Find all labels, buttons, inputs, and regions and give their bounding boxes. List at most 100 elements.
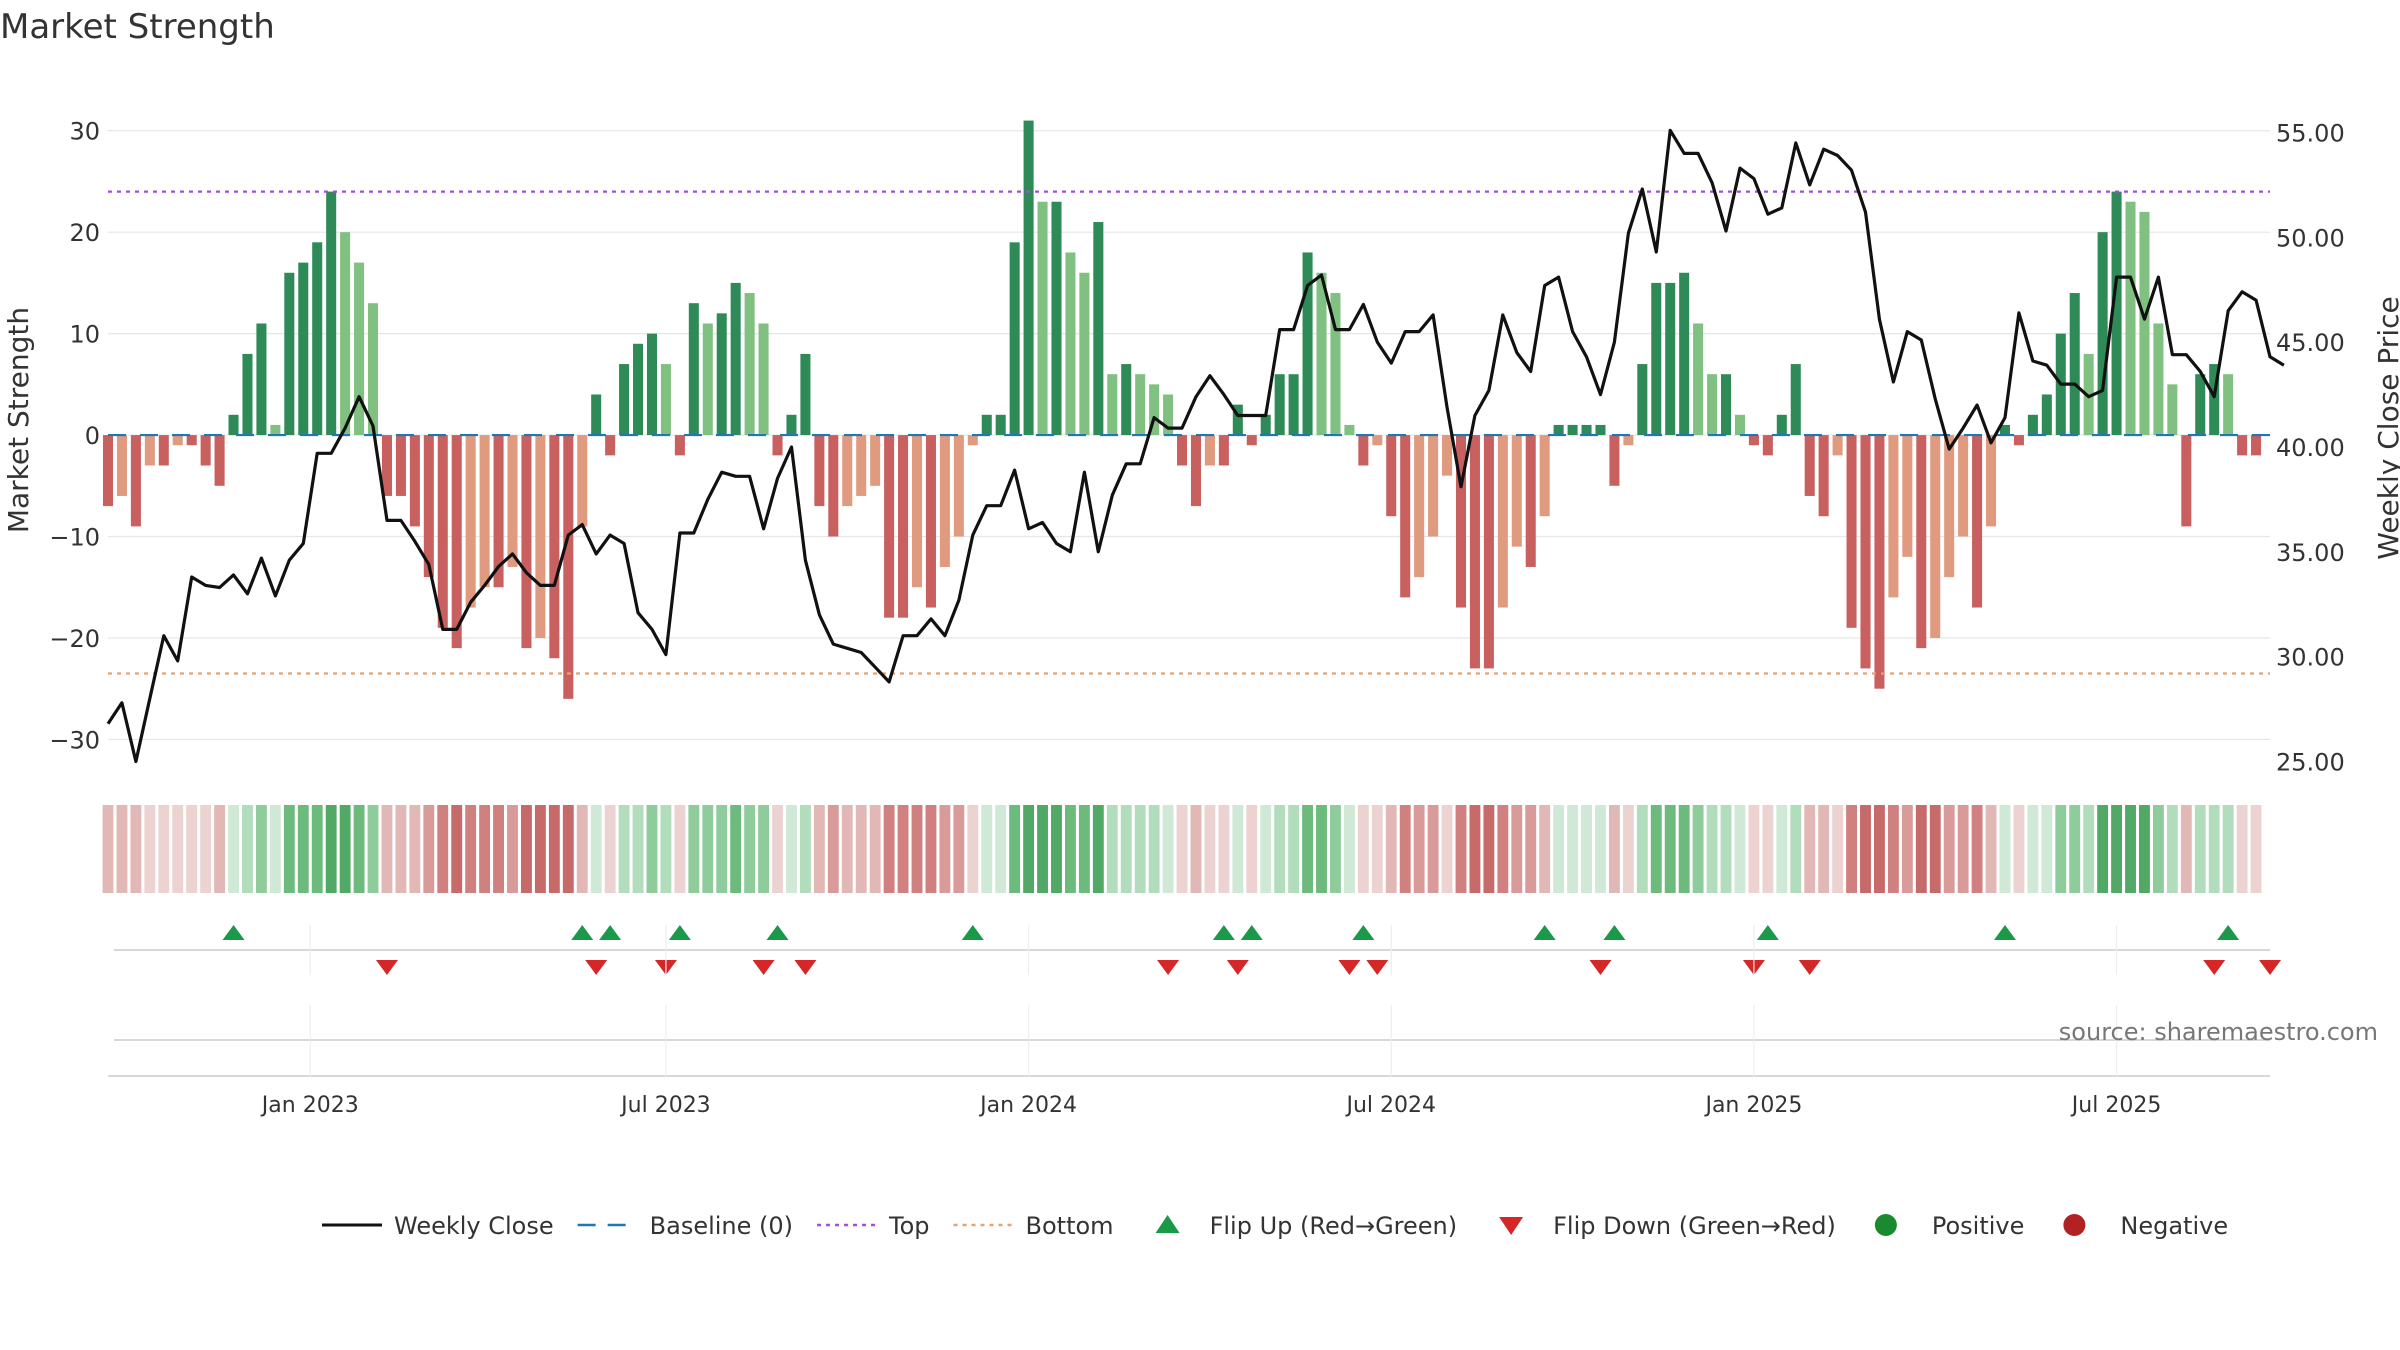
intensity-cell [813,805,825,893]
intensity-cell [2083,805,2095,893]
right-tick-label: 45.00 [2276,329,2345,357]
flip-down-marker [752,960,775,975]
strength-bar [102,435,114,507]
strength-bar [1916,435,1927,649]
intensity-cell [1790,805,1802,893]
intensity-cell [1106,805,1118,893]
strength-bar [521,435,532,649]
strength-bar [1093,222,1104,436]
strength-bar [1190,435,1201,507]
strength-bar [1986,435,1997,527]
flip-markers [114,925,2281,975]
flip-down-marker [1157,960,1180,975]
strength-bar [535,435,546,638]
intensity-cell [451,805,463,893]
intensity-cell [1232,805,1244,893]
flip-up-marker [222,925,245,940]
intensity-cell [2097,805,2109,893]
legend-label: Bottom [1026,1212,1114,1240]
strength-bar [814,435,825,507]
strength-bar [1860,435,1871,669]
intensity-cell [1846,805,1857,893]
strength-bar [172,435,183,446]
intensity-cell [158,805,170,893]
strength-bar [939,435,950,567]
weekly-close-line [106,128,2285,764]
strength-bar [1358,435,1369,466]
weekly-close-line-group [106,128,2285,764]
intensity-cell [1734,805,1746,893]
strength-bar [1428,435,1439,537]
strength-bar [507,435,518,567]
right-tick-label: 50.00 [2276,224,2345,252]
strength-bar [256,323,267,436]
strength-bar [967,435,978,446]
right-tick-label: 25.00 [2276,749,2345,777]
strength-bar [591,394,602,436]
strength-bar [1511,435,1522,547]
strength-bar [1316,272,1327,436]
legend-item: Flip Down (Green→Red) [1499,1212,1836,1240]
intensity-cell [1664,805,1676,893]
strength-bar [1776,414,1787,436]
intensity-cell [1999,805,2011,893]
strength-bar [367,303,379,436]
intensity-cell [186,805,198,893]
intensity-cell [367,805,379,893]
strength-bar [1804,435,1815,496]
intensity-cell [1092,805,1104,893]
intensity-cell [423,805,435,893]
flip-up-marker [1993,925,2016,940]
strength-bar [744,293,755,436]
intensity-cell [2236,805,2248,893]
strength-bar [2111,191,2122,436]
strength-bar [1637,364,1648,436]
strength-bar [1832,435,1843,456]
flip-up-marker [766,925,789,940]
strength-bar [451,435,462,649]
legend-item: Baseline (0) [577,1212,793,1240]
intensity-cell [409,805,421,893]
intensity-cell [437,805,449,893]
strength-bar [549,435,560,659]
strength-bar [995,414,1006,436]
strength-bar [1930,435,1941,638]
flip-up-marker [668,925,691,940]
intensity-cell [507,805,518,893]
intensity-cell [855,805,867,893]
strength-bar [144,435,155,466]
intensity-cell [200,805,212,893]
strength-bar [1874,435,1885,689]
intensity-cell [897,805,909,893]
legend-item: Top [817,1212,930,1240]
strength-bar [1260,414,1271,436]
flip-down-marker [375,960,398,975]
strength-bar [1344,424,1355,436]
intensity-cell [1316,805,1327,893]
strength-bar [298,262,309,436]
intensity-cell [479,805,491,893]
strength-bar [1149,384,1160,436]
right-tick-label: 30.00 [2276,644,2345,672]
flip-up-marker [2217,925,2240,940]
intensity-cell [1330,805,1341,893]
left-tick-label: −20 [49,625,100,653]
intensity-cell [1901,805,1913,893]
intensity-cell [1818,805,1830,893]
date-tick-label: Jul 2024 [1344,1093,1436,1118]
intensity-cell [130,805,142,893]
strength-bar [911,435,923,588]
intensity-cell [660,805,672,893]
strength-bar [1107,374,1118,436]
strength-bar [786,414,797,436]
intensity-cell [1162,805,1174,893]
intensity-cell [576,805,588,893]
left-tick-label: 0 [85,422,100,450]
intensity-cell [1678,805,1690,893]
intensity-cell [1134,805,1146,893]
intensity-cell [1371,805,1383,893]
strength-bar [1497,435,1508,608]
strength-bar [1693,323,1704,436]
intensity-cell [339,805,351,893]
